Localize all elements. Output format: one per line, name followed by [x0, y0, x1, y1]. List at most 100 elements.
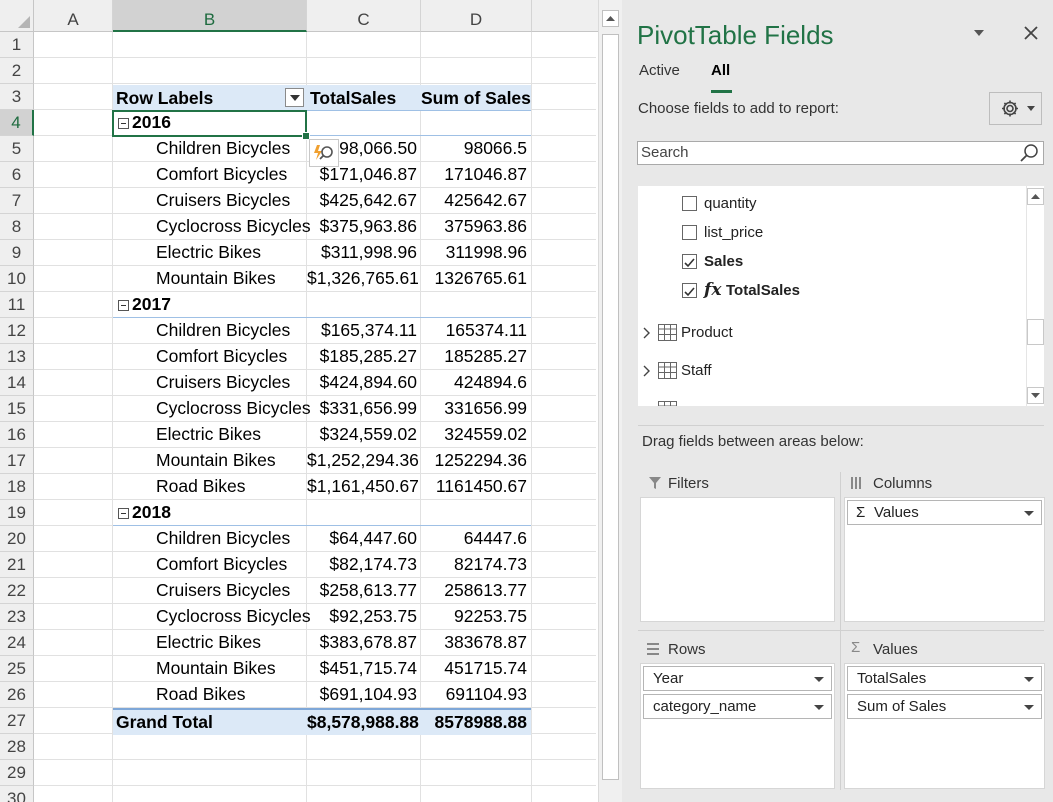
arrow-up-icon[interactable]: [1027, 188, 1044, 205]
checkbox-checked-icon[interactable]: [682, 283, 697, 298]
chevron-down-icon[interactable]: [814, 705, 824, 710]
field-list-scrollbar[interactable]: [1026, 186, 1044, 406]
chevron-right-icon[interactable]: [642, 365, 652, 377]
pivot-sum-sales-value[interactable]: 425642.67: [444, 190, 527, 210]
row-header-8[interactable]: 8: [0, 214, 34, 240]
close-icon[interactable]: [1020, 22, 1042, 44]
column-header-c[interactable]: C: [307, 0, 421, 32]
pivot-sum-sales-value[interactable]: 1252294.36: [434, 450, 527, 470]
pivot-year-row[interactable]: 2016: [118, 109, 171, 135]
pivot-year-row[interactable]: 2018: [118, 499, 171, 525]
pivot-sum-sales-value[interactable]: 691104.93: [445, 684, 527, 704]
task-pane-options-icon[interactable]: [974, 30, 984, 36]
row-header-16[interactable]: 16: [0, 422, 34, 448]
pivot-sum-sales-value[interactable]: 324559.02: [444, 424, 527, 444]
pivot-category-label[interactable]: Children Bicycles: [156, 320, 291, 340]
pivot-sum-sales-value[interactable]: 383678.87: [444, 632, 527, 652]
pivot-category-label[interactable]: Cruisers Bicycles: [156, 580, 291, 600]
row-header-4[interactable]: 4: [0, 110, 34, 136]
pivot-category-label[interactable]: Comfort Bicycles: [156, 164, 288, 184]
pivot-totalsales-value[interactable]: $171,046.87: [319, 164, 417, 184]
pivot-sum-sales-header[interactable]: Sum of Sales: [421, 88, 531, 108]
pivot-sum-sales-value[interactable]: 165374.11: [445, 320, 527, 340]
chevron-down-icon[interactable]: [814, 677, 824, 682]
pivot-totalsales-value[interactable]: $258,613.77: [319, 580, 417, 600]
row-header-3[interactable]: 3: [0, 84, 34, 110]
values-chip-totalsales[interactable]: TotalSales: [847, 666, 1042, 691]
column-header-e[interactable]: [532, 0, 598, 32]
select-all-corner[interactable]: [0, 0, 34, 32]
pivot-category-label[interactable]: Electric Bikes: [156, 424, 262, 444]
pivot-category-label[interactable]: Children Bicycles: [156, 138, 291, 158]
pivot-year-row[interactable]: 2017: [118, 291, 171, 317]
tab-all[interactable]: All: [711, 62, 733, 93]
checkbox-checked-icon[interactable]: [682, 254, 697, 269]
row-header-23[interactable]: 23: [0, 604, 34, 630]
pivot-sum-sales-value[interactable]: 92253.75: [454, 606, 527, 626]
rows-chip-category-name[interactable]: category_name: [643, 694, 832, 719]
rows-chip-year[interactable]: Year: [643, 666, 832, 691]
pivot-category-label[interactable]: Mountain Bikes: [156, 450, 276, 470]
pivot-totalsales-value[interactable]: $311,998.96: [320, 242, 417, 262]
pivot-category-label[interactable]: Road Bikes: [156, 476, 246, 496]
pivot-category-label[interactable]: Electric Bikes: [156, 632, 262, 652]
row-labels-filter-button[interactable]: [285, 88, 304, 107]
pivot-totalsales-value[interactable]: $424,894.60: [319, 372, 417, 392]
column-header-b[interactable]: B: [113, 0, 307, 32]
columns-chip-values[interactable]: Σ Values: [847, 500, 1042, 525]
pivot-totalsales-value[interactable]: $1,326,765.61: [307, 268, 419, 288]
spreadsheet-grid[interactable]: A B C D 1 2 3 4 5 6 7 8 9 10 11 12 13 14 15 16 17 18 19 20 2…: [0, 0, 598, 802]
pivot-category-label[interactable]: Cyclocross Bicycles: [156, 606, 311, 626]
row-header-18[interactable]: 18: [0, 474, 34, 500]
pivot-totalsales-value[interactable]: $691,104.93: [319, 684, 417, 704]
pivot-sum-sales-value[interactable]: 1326765.61: [434, 268, 527, 288]
row-header-25[interactable]: 25: [0, 656, 34, 682]
pivot-sum-sales-value[interactable]: 185285.27: [444, 346, 527, 366]
chevron-right-icon[interactable]: [642, 327, 652, 339]
pivot-totalsales-value[interactable]: $165,374.11: [320, 320, 417, 340]
pivot-category-label[interactable]: Mountain Bikes: [156, 658, 276, 678]
row-header-13[interactable]: 13: [0, 344, 34, 370]
pivot-totalsales-header[interactable]: TotalSales: [310, 88, 397, 108]
row-header-1[interactable]: 1: [0, 32, 34, 58]
sheet-vertical-scrollbar[interactable]: [598, 0, 622, 802]
values-chip-sum-of-sales[interactable]: Sum of Sales: [847, 694, 1042, 719]
row-header-11[interactable]: 11: [0, 292, 34, 318]
row-header-21[interactable]: 21: [0, 552, 34, 578]
row-header-22[interactable]: 22: [0, 578, 34, 604]
grand-total-totalsales[interactable]: $8,578,988.88: [307, 712, 419, 732]
arrow-down-icon[interactable]: [1027, 387, 1044, 404]
pivot-sum-sales-value[interactable]: 82174.73: [454, 554, 527, 574]
pivot-category-label[interactable]: Cyclocross Bicycles: [156, 398, 311, 418]
filters-area[interactable]: [640, 497, 835, 622]
grand-total-label[interactable]: Grand Total: [116, 712, 213, 732]
pivot-totalsales-value[interactable]: $82,174.73: [329, 554, 417, 574]
scroll-thumb[interactable]: [602, 34, 619, 780]
collapse-icon[interactable]: [118, 118, 129, 129]
pivot-totalsales-value[interactable]: $92,253.75: [329, 606, 417, 626]
collapse-icon[interactable]: [118, 508, 129, 519]
pivot-category-label[interactable]: Cruisers Bicycles: [156, 372, 291, 392]
checkbox-icon[interactable]: [682, 196, 697, 211]
pivot-totalsales-value[interactable]: $98,066.50: [329, 138, 417, 158]
pivot-sum-sales-value[interactable]: 64447.6: [463, 528, 527, 548]
quick-analysis-button[interactable]: [309, 139, 339, 167]
row-header-19[interactable]: 19: [0, 500, 34, 526]
row-header-14[interactable]: 14: [0, 370, 34, 396]
pivot-category-label[interactable]: Cyclocross Bicycles: [156, 216, 311, 236]
pivot-sum-sales-value[interactable]: 451715.74: [444, 658, 527, 678]
row-header-29[interactable]: 29: [0, 760, 34, 786]
row-header-17[interactable]: 17: [0, 448, 34, 474]
search-icon[interactable]: [1019, 143, 1039, 163]
pivot-sum-sales-value[interactable]: 424894.6: [454, 372, 527, 392]
chevron-down-icon[interactable]: [1024, 511, 1034, 516]
field-list-scroll-thumb[interactable]: [1027, 319, 1044, 345]
pivot-category-label[interactable]: Comfort Bicycles: [156, 554, 288, 574]
pivot-sum-sales-value[interactable]: 331656.99: [444, 398, 527, 418]
pivot-sum-sales-value[interactable]: 258613.77: [444, 580, 527, 600]
row-header-30[interactable]: 30: [0, 786, 34, 802]
chevron-down-icon[interactable]: [1024, 677, 1034, 682]
row-header-28[interactable]: 28: [0, 734, 34, 760]
field-list[interactable]: quantity list_price Sales fx TotalSales Prod…: [638, 186, 1044, 406]
pivot-totalsales-value[interactable]: $1,252,294.36: [307, 450, 419, 470]
